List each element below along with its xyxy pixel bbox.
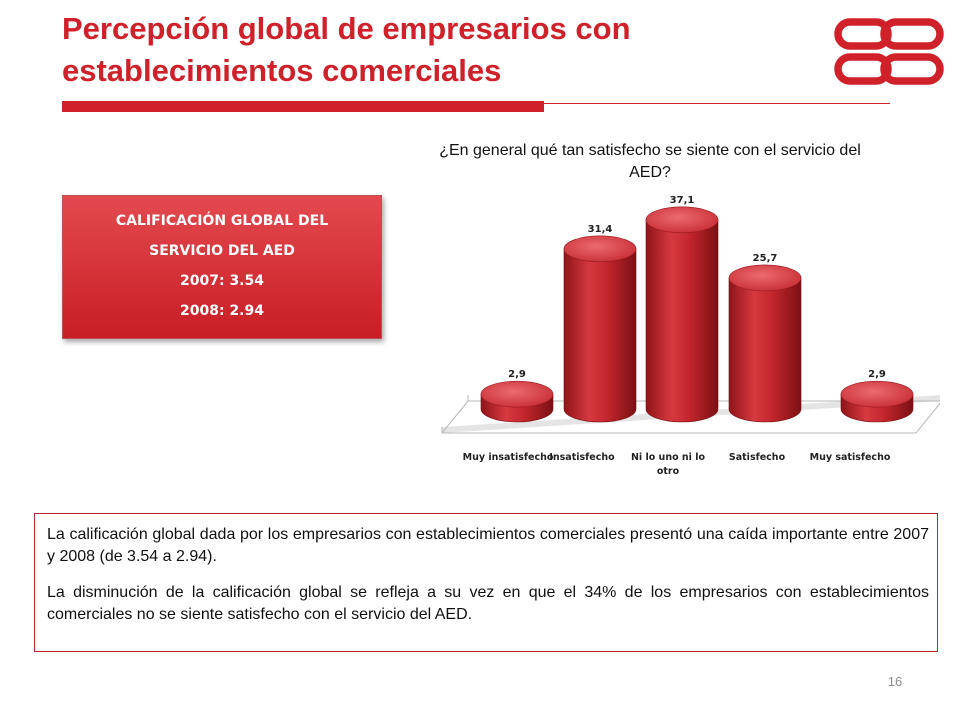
data-label-4: 25,7 xyxy=(753,253,778,264)
x-tick-label-4: Satisfecho xyxy=(729,452,786,463)
chart-title: ¿En general qué tan satisfecho se siente… xyxy=(439,142,861,181)
bar-4 xyxy=(728,277,802,423)
title-underline-rule xyxy=(544,103,890,104)
score-heading-line1: CALIFICACIÓN GLOBAL DEL xyxy=(115,213,329,229)
chart-floor-right xyxy=(915,402,940,434)
summary-notes: La calificación global dada por los empr… xyxy=(34,513,938,652)
brand-logo xyxy=(834,18,944,85)
data-label-1: 2,9 xyxy=(508,369,526,380)
slide-title: Percepción global de empresarios con est… xyxy=(62,11,631,88)
satisfaction-bar-chart: 2,9 31,4 37,1 25,7 2,9 Muy insatisfechoInsat… xyxy=(441,195,940,477)
data-label-2: 31,4 xyxy=(588,224,613,235)
bar-top-5 xyxy=(840,380,914,408)
x-tick-label-5: Muy satisfecho xyxy=(810,452,891,463)
title-underline-bar xyxy=(62,101,544,112)
bar-top-1 xyxy=(480,380,554,408)
x-tick-label-1: Muy insatisfecho xyxy=(463,452,554,463)
bar-top-3 xyxy=(645,206,719,234)
page-number: 16 xyxy=(887,674,903,689)
summary-paragraph-1: La calificación global dada por los empr… xyxy=(47,526,929,565)
global-score-box: CALIFICACIÓN GLOBAL DEL SERVICIO DEL AED… xyxy=(62,195,382,339)
data-label-5: 2,9 xyxy=(868,369,886,380)
bar-top-2 xyxy=(563,235,637,263)
bar-2 xyxy=(563,248,637,423)
x-tick-label-3: Ni lo uno ni lo otro xyxy=(631,452,706,477)
data-label-3: 37,1 xyxy=(670,195,695,206)
bar-top-4 xyxy=(728,264,802,292)
bar-3 xyxy=(645,219,719,423)
score-heading-line2: SERVICIO DEL AED xyxy=(149,243,295,259)
x-tick-label-2: Insatisfecho xyxy=(549,452,615,463)
summary-paragraph-2: La disminución de la calificación global… xyxy=(47,584,929,623)
score-2007: 2007: 3.54 xyxy=(180,273,264,289)
score-2008: 2008: 2.94 xyxy=(180,303,264,319)
